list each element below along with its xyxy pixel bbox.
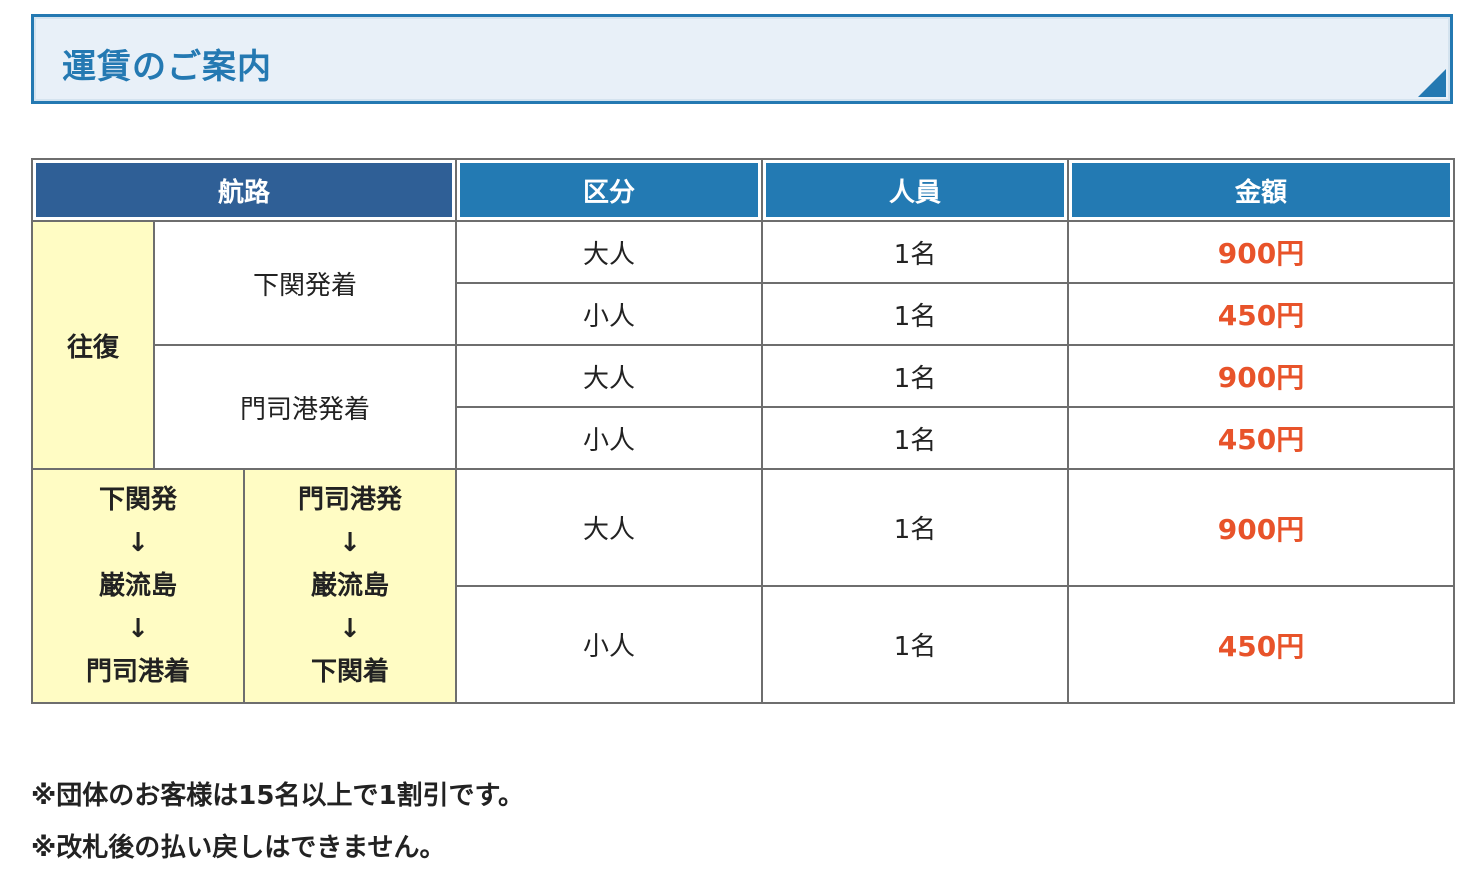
header-category: 区分 (455, 158, 764, 222)
notes: ※団体のお客様は15名以上で1割引です。 ※改札後の払い戻しはできません。 (31, 770, 524, 874)
table-row: 下関発 ↓ 巌流島 ↓ 門司港着 門司港発 ↓ 巌流島 ↓ 下関着 大人 1名 … (31, 468, 1456, 704)
price: 450円 (1067, 585, 1456, 704)
price: 900円 (1067, 468, 1456, 587)
note-group-discount: ※団体のお客様は15名以上で1割引です。 (31, 781, 524, 811)
table-row: 小人 1名 450円 (32, 406, 1456, 470)
category: 小人 (455, 585, 764, 704)
category: 大人 (455, 220, 764, 284)
note-no-refund: ※改札後の払い戻しはできません。 (31, 833, 446, 863)
price: 900円 (1067, 220, 1456, 284)
table-row: 往復 下関発着 大人 1名 900円 (31, 220, 1456, 470)
persons: 1名 (761, 344, 1070, 408)
corner-triangle-icon (1418, 69, 1446, 97)
persons: 1名 (761, 585, 1070, 704)
persons: 1名 (761, 468, 1070, 587)
route-stop: 巌流島 (98, 570, 177, 601)
price: 450円 (1067, 406, 1456, 470)
category: 小人 (455, 282, 764, 346)
one-way-route-right: 門司港発 ↓ 巌流島 ↓ 下関着 (242, 468, 458, 704)
arrow-down-icon: ↓ (127, 613, 149, 644)
header-price: 金額 (1067, 158, 1456, 222)
arrow-down-icon: ↓ (339, 527, 361, 558)
route-stop: 門司港発 (298, 484, 403, 515)
header-persons: 人員 (761, 158, 1070, 222)
price: 900円 (1067, 344, 1456, 408)
persons: 1名 (761, 220, 1070, 284)
persons: 1名 (761, 282, 1070, 346)
one-way-route-left: 下関発 ↓ 巌流島 ↓ 門司港着 (31, 468, 245, 704)
category: 大人 (455, 344, 764, 408)
arrow-down-icon: ↓ (339, 613, 361, 644)
route-stop: 巌流島 (311, 570, 390, 601)
route-stop: 門司港着 (85, 656, 190, 687)
table-row: 小人 1名 450円 (32, 585, 1456, 704)
page-title: 運賃のご案内 (62, 47, 272, 87)
section-header: 運賃のご案内 (31, 14, 1453, 104)
route-stop: 下関着 (311, 656, 390, 687)
persons: 1名 (761, 406, 1070, 470)
table-row: 門司港発着 大人 1名 900円 (32, 344, 1456, 470)
route-name: 門司港発着 (152, 344, 458, 470)
fare-table: 航路 区分 人員 金額 往復 下関発着 大人 1名 900円 小人 1名 450… (30, 158, 1456, 704)
price: 450円 (1067, 282, 1456, 346)
table-row: 小人 1名 450円 (32, 282, 1456, 346)
route-name: 下関発着 (152, 220, 458, 346)
category: 大人 (455, 468, 764, 587)
category: 小人 (455, 406, 764, 470)
round-trip-label: 往復 (31, 220, 155, 470)
route-stop: 下関発 (98, 484, 177, 515)
arrow-down-icon: ↓ (127, 527, 149, 558)
table-header-row: 航路 区分 人員 金額 (30, 158, 1456, 222)
header-route: 航路 (30, 158, 458, 222)
